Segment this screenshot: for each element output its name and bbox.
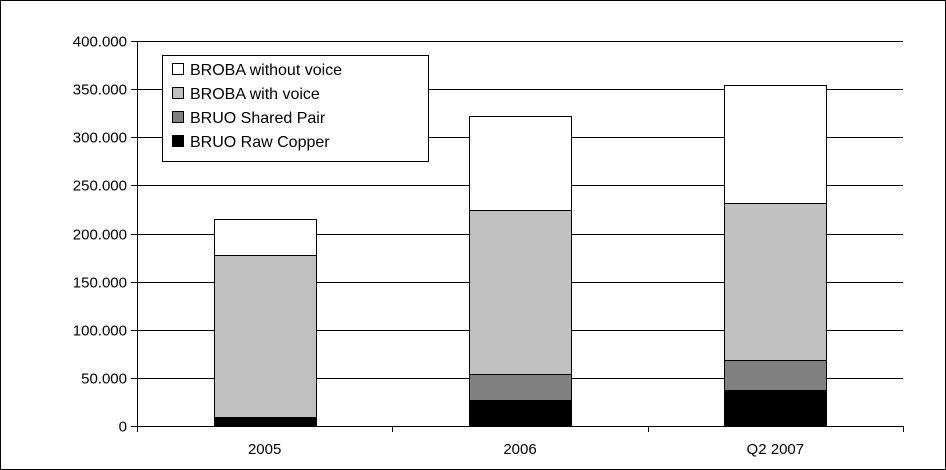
y-tick-label: 100.000 [73,323,127,340]
legend-label: BROBA without voice [190,62,342,79]
legend-label: BROBA with voice [190,86,320,103]
bar-segment-bruo-shared-pair [724,360,827,391]
x-tick-label: 2006 [503,441,536,458]
bar-segment-broba-without-voice [214,219,317,256]
bar-segment-bruo-raw-copper [724,390,827,427]
legend-swatch [172,135,184,147]
legend-swatch [172,87,184,99]
legend-label: BRUO Raw Copper [190,134,330,151]
legend-swatch [172,111,184,123]
bar-segment-broba-without-voice [724,85,827,204]
y-tick-label: 200.000 [73,227,127,244]
bar-segment-broba-with-voice [469,210,572,375]
legend-label: BRUO Shared Pair [190,110,326,127]
bar-segment-broba-with-voice [214,255,317,418]
y-tick-label: 150.000 [73,275,127,292]
bar-segment-bruo-raw-copper [469,400,572,427]
bar-segment-broba-with-voice [724,203,827,361]
axes: 0 50.000 100.000 150.000 200.000 250.000 300.0… [73,34,904,458]
y-tick-label: 0 [119,419,127,436]
bars [214,85,827,427]
legend-box [162,55,429,162]
y-tick-label: 350.000 [73,82,127,99]
legend: BROBA without voice BROBA with voice BRUO … [162,55,429,162]
bar-segment-bruo-raw-copper [214,417,317,427]
y-tick-label: 300.000 [73,130,127,147]
legend-swatch [172,63,184,75]
x-tick-label: Q2 2007 [747,441,805,458]
y-tick-label: 250.000 [73,178,127,195]
bar-segment-bruo-shared-pair [469,374,572,401]
x-tick-label: 2005 [248,441,281,458]
y-tick-label: 400.000 [73,34,127,51]
y-tick-label: 50.000 [81,371,127,388]
bar-segment-broba-without-voice [469,116,572,211]
